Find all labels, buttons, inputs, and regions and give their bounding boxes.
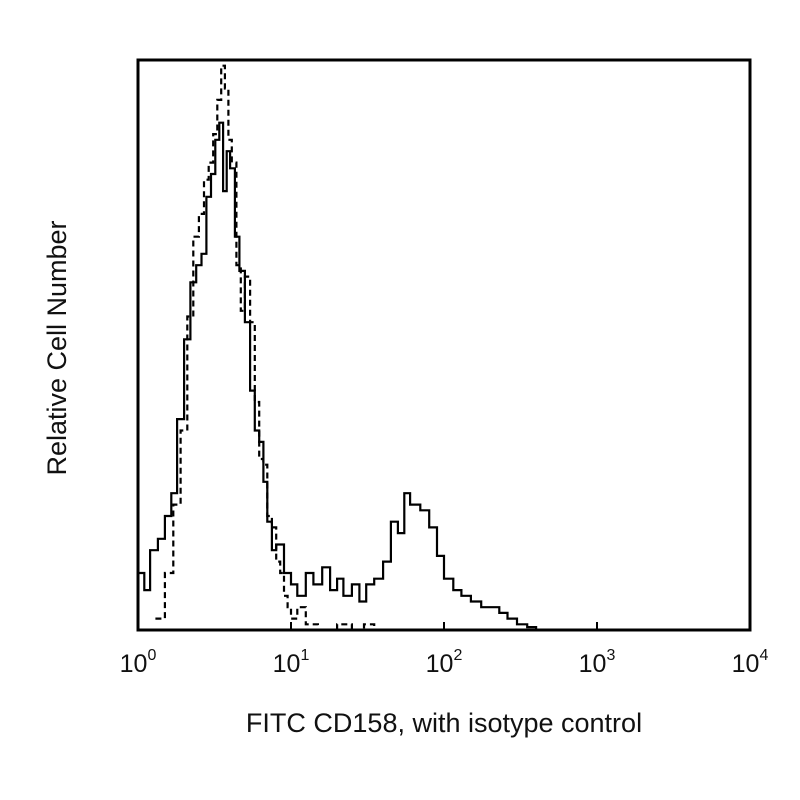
x-tick-label: 102: [426, 647, 463, 678]
isotype-control-series: [155, 64, 376, 632]
x-tick-label: 103: [579, 647, 616, 678]
x-tick-label: 100: [120, 647, 157, 678]
x-axis-label: FITC CD158, with isotype control: [246, 708, 642, 738]
x-tick-label: 104: [732, 647, 769, 678]
fitc-cd158-series: [138, 121, 538, 630]
x-tick-label: 101: [273, 647, 310, 678]
plot-frame: [136, 58, 752, 632]
x-axis-ticks: 100 101 102 103 104: [120, 622, 769, 678]
plot-marks: [138, 64, 538, 632]
y-axis-label: Relative Cell Number: [42, 220, 72, 475]
